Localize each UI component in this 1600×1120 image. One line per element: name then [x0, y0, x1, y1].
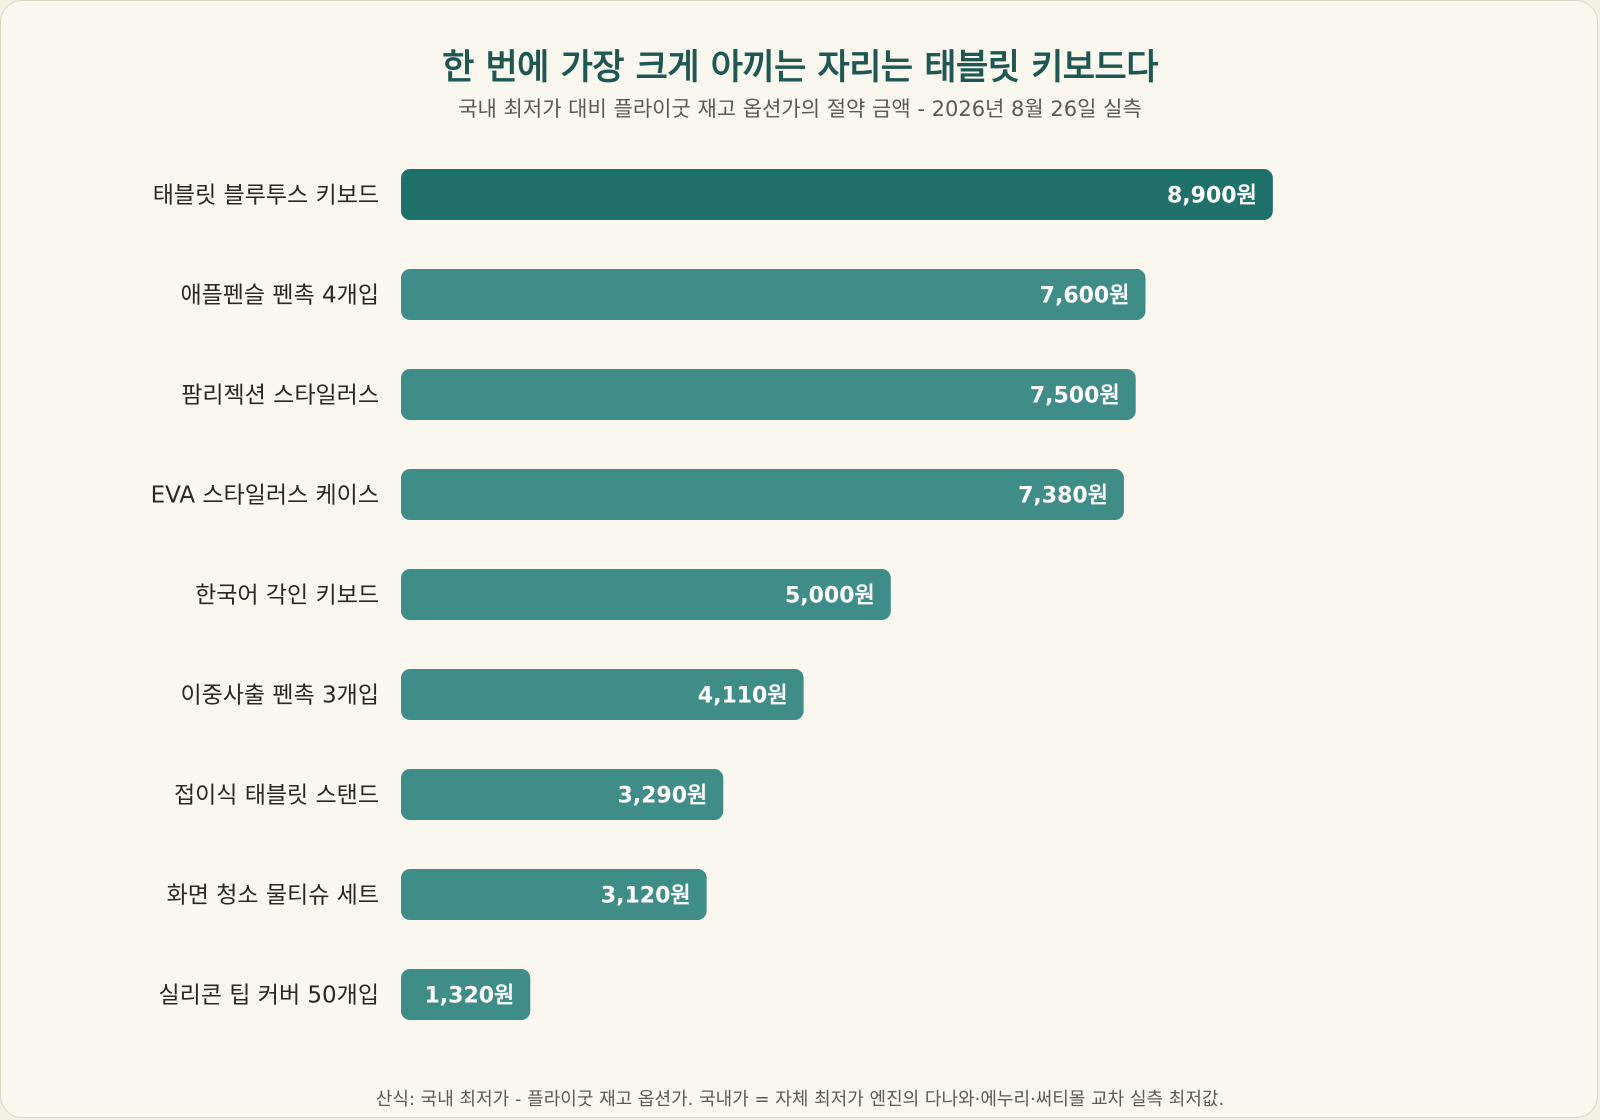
category-label-3: EVA 스타일러스 케이스 — [151, 483, 379, 509]
chart-footnote: 산식: 국내 최저가 - 플라이굿 재고 옵션가. 국내가 = 자체 최저가 엔… — [375, 1089, 1225, 1110]
bar-1 — [401, 269, 1146, 320]
bar-6 — [401, 769, 724, 820]
category-label-2: 팜리젝션 스타일러스 — [181, 383, 379, 409]
bar-8 — [401, 969, 531, 1020]
value-label-7: 3,120원 — [601, 884, 691, 909]
bar-2 — [401, 369, 1136, 420]
value-label-4: 5,000원 — [785, 584, 875, 609]
category-label-8: 실리콘 팁 커버 50개입 — [159, 983, 379, 1009]
bar-3 — [401, 469, 1124, 520]
bar-7 — [401, 869, 707, 920]
value-label-0: 8,900원 — [1167, 184, 1257, 209]
chart-title: 한 번에 가장 크게 아끼는 자리는 태블릿 키보드다 — [442, 48, 1158, 88]
category-label-6: 접이식 태블릿 스탠드 — [174, 783, 379, 809]
bar-5 — [401, 669, 804, 720]
value-label-2: 7,500원 — [1030, 384, 1120, 409]
value-label-5: 4,110원 — [698, 684, 788, 709]
category-label-4: 한국어 각인 키보드 — [195, 583, 379, 609]
category-label-0: 태블릿 블루투스 키보드 — [153, 183, 379, 209]
value-label-8: 1,320원 — [424, 984, 514, 1009]
bar-4 — [401, 569, 891, 620]
chart-subtitle: 국내 최저가 대비 플라이굿 재고 옵션가의 절약 금액 - 2026년 8월 … — [458, 97, 1142, 121]
category-label-1: 애플펜슬 펜촉 4개입 — [180, 283, 379, 309]
value-label-6: 3,290원 — [617, 784, 707, 809]
value-label-3: 7,380원 — [1018, 484, 1108, 509]
category-label-7: 화면 청소 물티슈 세트 — [167, 883, 379, 909]
bar-0 — [401, 169, 1273, 220]
category-label-5: 이중사출 펜촉 3개입 — [180, 683, 379, 709]
value-label-1: 7,600원 — [1040, 284, 1130, 309]
